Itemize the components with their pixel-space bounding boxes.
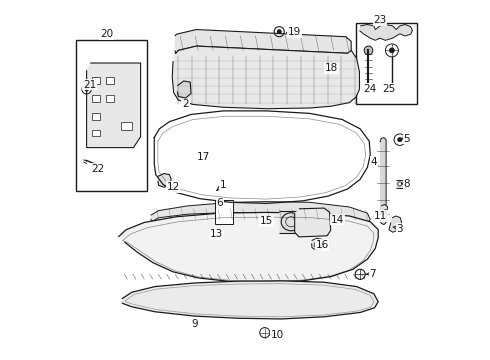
- Polygon shape: [294, 208, 331, 237]
- Text: 3: 3: [393, 224, 403, 234]
- Polygon shape: [151, 202, 370, 223]
- Text: 11: 11: [374, 210, 387, 221]
- Bar: [356, 23, 417, 104]
- Circle shape: [364, 46, 373, 55]
- Text: 7: 7: [366, 269, 376, 279]
- Bar: [216, 200, 233, 224]
- Polygon shape: [175, 30, 351, 53]
- Bar: [92, 113, 100, 120]
- Text: 18: 18: [325, 63, 338, 73]
- Bar: [106, 77, 114, 84]
- Bar: [76, 40, 147, 191]
- Text: 24: 24: [364, 84, 377, 94]
- Polygon shape: [396, 180, 405, 188]
- Circle shape: [390, 48, 394, 53]
- Text: 22: 22: [91, 164, 104, 174]
- Text: 8: 8: [402, 179, 410, 189]
- Polygon shape: [380, 138, 386, 225]
- Text: 14: 14: [330, 215, 344, 225]
- Circle shape: [277, 30, 281, 34]
- Bar: [92, 77, 100, 84]
- Text: 4: 4: [370, 157, 378, 167]
- Text: 23: 23: [373, 15, 387, 25]
- Polygon shape: [279, 211, 303, 233]
- Circle shape: [85, 87, 88, 91]
- Polygon shape: [158, 174, 171, 187]
- Polygon shape: [172, 46, 360, 109]
- Polygon shape: [380, 204, 388, 214]
- Circle shape: [398, 138, 402, 142]
- Text: 20: 20: [100, 29, 113, 39]
- Text: 1: 1: [217, 180, 227, 190]
- Polygon shape: [389, 216, 402, 232]
- Bar: [92, 130, 100, 136]
- Polygon shape: [177, 81, 191, 98]
- Polygon shape: [87, 63, 141, 148]
- Polygon shape: [312, 238, 324, 250]
- Polygon shape: [360, 24, 413, 40]
- Polygon shape: [122, 281, 378, 319]
- Text: 19: 19: [287, 27, 301, 37]
- Polygon shape: [118, 212, 378, 283]
- Text: 10: 10: [270, 330, 284, 340]
- Text: 13: 13: [210, 229, 223, 239]
- Text: 2: 2: [182, 99, 189, 109]
- Text: 12: 12: [167, 182, 180, 192]
- Bar: [106, 95, 114, 102]
- Text: 25: 25: [382, 84, 395, 94]
- Text: 21: 21: [83, 80, 96, 90]
- Text: 9: 9: [191, 319, 198, 329]
- Bar: [92, 95, 100, 102]
- Text: 16: 16: [316, 240, 329, 250]
- Text: 17: 17: [197, 152, 210, 162]
- Text: 15: 15: [260, 216, 273, 226]
- Text: 5: 5: [402, 134, 410, 144]
- Text: 6: 6: [217, 198, 223, 208]
- Bar: [121, 122, 132, 130]
